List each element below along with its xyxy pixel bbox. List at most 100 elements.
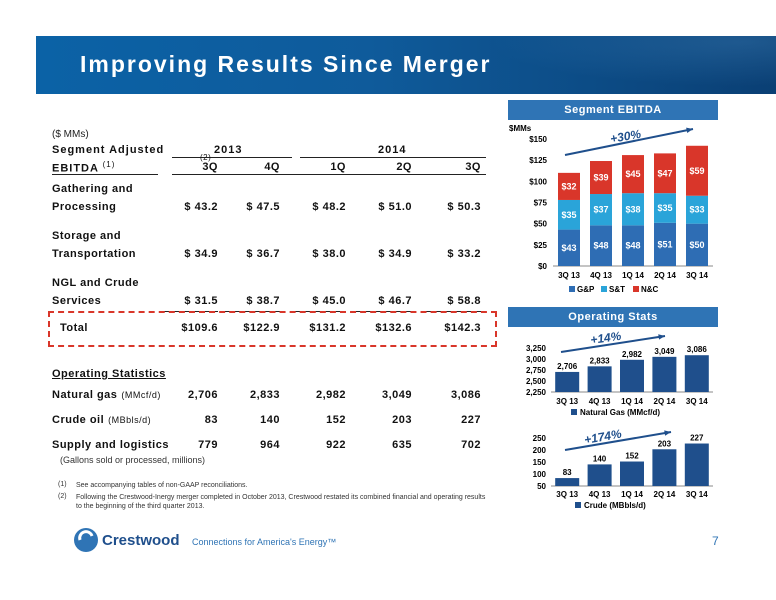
bar	[652, 449, 677, 486]
growth-annotation: +30%	[564, 127, 694, 156]
bar	[587, 366, 612, 392]
bar-segment	[686, 223, 708, 266]
x-tick-label: 1Q 14	[622, 271, 644, 280]
ops-cell: 83	[204, 414, 218, 426]
bar-segment	[654, 153, 676, 194]
total-highlight-box	[48, 311, 497, 347]
ops-cell: 152	[326, 414, 346, 426]
y-tick-label: 250	[533, 434, 547, 443]
table-cell: $ 36.7	[246, 248, 280, 260]
banner-decoration	[446, 36, 776, 94]
ops-cell: 140	[260, 414, 280, 426]
y-tick-label: 3,000	[526, 355, 547, 364]
ops-cell: 3,086	[450, 389, 481, 401]
legend-entry: Crude (MBbls/d)	[584, 501, 646, 510]
natural-gas-chart: 2,250 2,500 2,750 3,000 3,250 2,706 3Q 13 2,833…	[526, 330, 713, 417]
x-tick-label: 4Q 13	[590, 271, 612, 280]
header-underline-values	[172, 174, 486, 175]
ops-cell: 779	[198, 439, 218, 451]
x-tick-label: 3Q 14	[686, 271, 708, 280]
ops-header: Operating Statistics	[52, 368, 166, 380]
crestwood-logo: Crestwood	[74, 528, 180, 552]
growth-annotation: +14%	[560, 330, 666, 353]
quarter-header: 4Q	[220, 161, 280, 173]
bar	[555, 478, 580, 486]
y-tick-label: $100	[529, 177, 547, 186]
ops-cell: 635	[392, 439, 412, 451]
x-tick-label: 3Q 13	[558, 271, 580, 280]
quarter-label: 2Q	[396, 161, 412, 173]
ops-cell: 964	[260, 439, 280, 451]
bar-segment	[590, 194, 612, 226]
legend-entry: Natural Gas (MMcf/d)	[580, 408, 660, 417]
legend-swatch	[575, 502, 581, 508]
y-tick-label: 2,500	[526, 377, 547, 386]
y-tick-label: 100	[533, 470, 547, 479]
bar	[684, 355, 709, 392]
units-label: ($ MMs)	[52, 129, 89, 140]
operating-stats-header: Operating Stats	[508, 307, 718, 327]
total-cell: $122.9	[243, 322, 280, 334]
quarter-header: 2Q	[352, 161, 412, 173]
ops-cell: 2,982	[315, 389, 346, 401]
bar	[587, 464, 612, 486]
table-cell: $ 45.0	[312, 295, 346, 307]
data-label: 83	[563, 468, 572, 477]
bar-segment	[622, 155, 644, 194]
data-label: 2,833	[590, 356, 611, 365]
quarter-label: 3Q	[202, 161, 218, 173]
ops-label-text: Natural gas	[52, 389, 118, 401]
bar-segment	[654, 222, 676, 266]
legend-entry: N&C	[641, 285, 659, 294]
x-tick-label: 1Q 14	[621, 397, 643, 406]
x-tick-label: 3Q 13	[556, 490, 578, 499]
table-cell: $ 46.7	[378, 295, 412, 307]
page-number: 7	[712, 534, 719, 548]
table-cell: $ 58.8	[447, 295, 481, 307]
tagline: Connections for America's Energy™	[192, 537, 337, 547]
legend: Natural Gas (MMcf/d)	[571, 408, 660, 417]
row-label-line1: Storage and	[52, 230, 122, 242]
data-label: 3,086	[687, 345, 708, 354]
x-tick-label: 3Q 14	[686, 397, 708, 406]
footnote-text: See accompanying tables of non-GAAP reco…	[76, 482, 248, 489]
row-label-line1: NGL and Crude	[52, 277, 139, 289]
legend-entry: G&P	[577, 285, 595, 294]
quarter-label: 1Q	[330, 161, 346, 173]
table-cell: $ 34.9	[378, 248, 412, 260]
footnote-text: Following the Crestwood-Inergy merger co…	[76, 494, 486, 510]
ops-cell: 227	[461, 414, 481, 426]
bar	[684, 443, 709, 486]
row-header-footnote: (1)	[102, 160, 116, 169]
quarter-label: 3Q	[465, 161, 481, 173]
segment-ebitda-chart: $MMs $0 $25 $50 $75 $100 $125 $150 $43 $35 $32 3Q 1…	[509, 124, 713, 294]
total-cell: $132.6	[375, 322, 412, 334]
bar-segment	[654, 193, 676, 223]
data-label: $38	[625, 204, 640, 214]
bar	[555, 371, 580, 392]
data-label: $59	[689, 166, 704, 176]
legend: G&P S&T N&C	[569, 285, 659, 294]
y-tick-label: $0	[538, 262, 547, 271]
data-label: 152	[625, 452, 639, 461]
row-header-line2: EBITDA (1)	[52, 160, 115, 175]
total-label: Total	[60, 322, 88, 334]
ops-cell: 3,049	[381, 389, 412, 401]
legend-entry: S&T	[609, 285, 625, 294]
total-cell: $142.3	[444, 322, 481, 334]
data-label: $43	[561, 243, 576, 253]
arrow-head-icon	[664, 430, 671, 436]
table-cell: $ 48.2	[312, 201, 346, 213]
x-tick-label: 3Q 14	[686, 490, 708, 499]
table-cell: $ 34.9	[184, 248, 218, 260]
ops-unit: (MMcf/d)	[121, 390, 161, 400]
total-cell: $109.6	[181, 322, 218, 334]
y-tick-label: $25	[534, 241, 548, 250]
header-underline-label	[52, 174, 158, 175]
legend-swatch	[569, 286, 575, 292]
growth-annotation: +174%	[564, 428, 672, 451]
bar-segment	[558, 172, 580, 200]
year-2013: 2013	[214, 144, 243, 156]
year-2014-underline	[300, 157, 486, 158]
ops-cell: 203	[392, 414, 412, 426]
